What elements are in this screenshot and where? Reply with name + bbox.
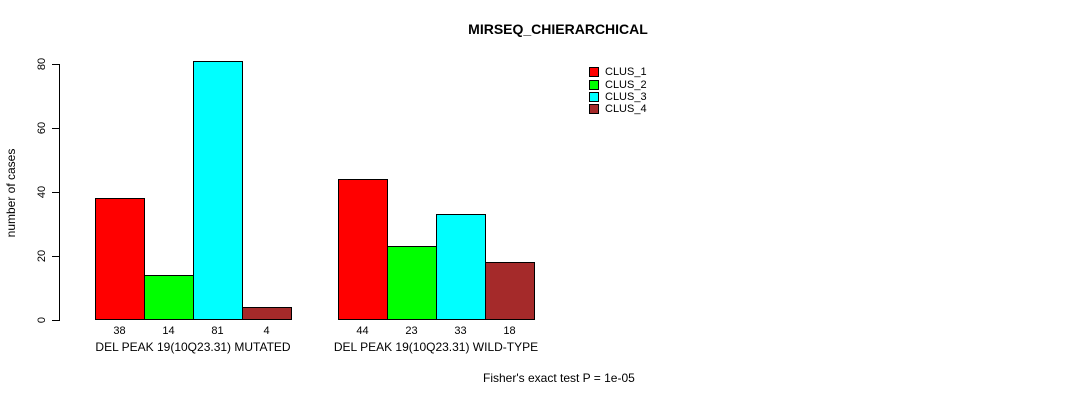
- legend-row: CLUS_1: [589, 66, 647, 78]
- legend-label: CLUS_1: [605, 66, 647, 79]
- bar-clus_2: [387, 246, 437, 320]
- bar-value-label: 38: [113, 325, 126, 337]
- legend: CLUS_1 CLUS_2 CLUS_3 CLUS_4: [589, 66, 647, 116]
- legend-label: CLUS_2: [605, 78, 647, 91]
- legend-swatch-icon: [589, 67, 599, 78]
- bar-value-label: 18: [503, 325, 516, 337]
- y-axis-tick: [52, 64, 59, 65]
- bar-value-label: 14: [162, 325, 175, 337]
- y-tick-label: 0: [36, 316, 48, 324]
- legend-label: CLUS_3: [605, 90, 647, 103]
- chart-title: MIRSEQ_CHIERARCHICAL: [468, 21, 648, 37]
- y-tick-label: 60: [36, 121, 48, 135]
- legend-label: CLUS_4: [605, 103, 647, 116]
- legend-row: CLUS_3: [589, 91, 647, 103]
- y-tick-label: 40: [36, 185, 48, 199]
- legend-row: CLUS_4: [589, 103, 647, 115]
- bar-clus_1: [95, 198, 145, 320]
- legend-swatch-icon: [589, 91, 599, 102]
- bar-value-label: 81: [211, 325, 224, 337]
- bar-value-label: 23: [405, 325, 418, 337]
- legend-swatch-icon: [589, 104, 599, 115]
- y-axis-label: number of cases: [4, 148, 18, 238]
- y-axis-line: [59, 64, 60, 321]
- bar-clus_3: [193, 61, 243, 320]
- bar-value-label: 4: [263, 325, 270, 337]
- y-tick-label: 20: [36, 249, 48, 263]
- legend-row: CLUS_2: [589, 78, 647, 91]
- bar-value-label: 33: [454, 325, 467, 337]
- bar-clus_1: [338, 179, 388, 320]
- legend-swatch-icon: [589, 79, 599, 90]
- y-tick-label: 80: [36, 57, 48, 71]
- y-axis-tick: [52, 256, 59, 257]
- y-axis-tick: [52, 192, 59, 193]
- fisher-test-annotation: Fisher's exact test P = 1e-05: [483, 371, 635, 385]
- group-label: DEL PEAK 19(10Q23.31) MUTATED: [95, 340, 291, 354]
- y-axis-tick: [52, 128, 59, 129]
- y-axis-tick: [52, 320, 59, 321]
- bar-clus_4: [242, 307, 292, 320]
- bar-clus_2: [144, 275, 194, 320]
- group-label: DEL PEAK 19(10Q23.31) WILD-TYPE: [333, 340, 539, 354]
- bar-clus_4: [485, 262, 535, 320]
- bar-value-label: 44: [356, 325, 369, 337]
- bar-clus_3: [436, 214, 486, 320]
